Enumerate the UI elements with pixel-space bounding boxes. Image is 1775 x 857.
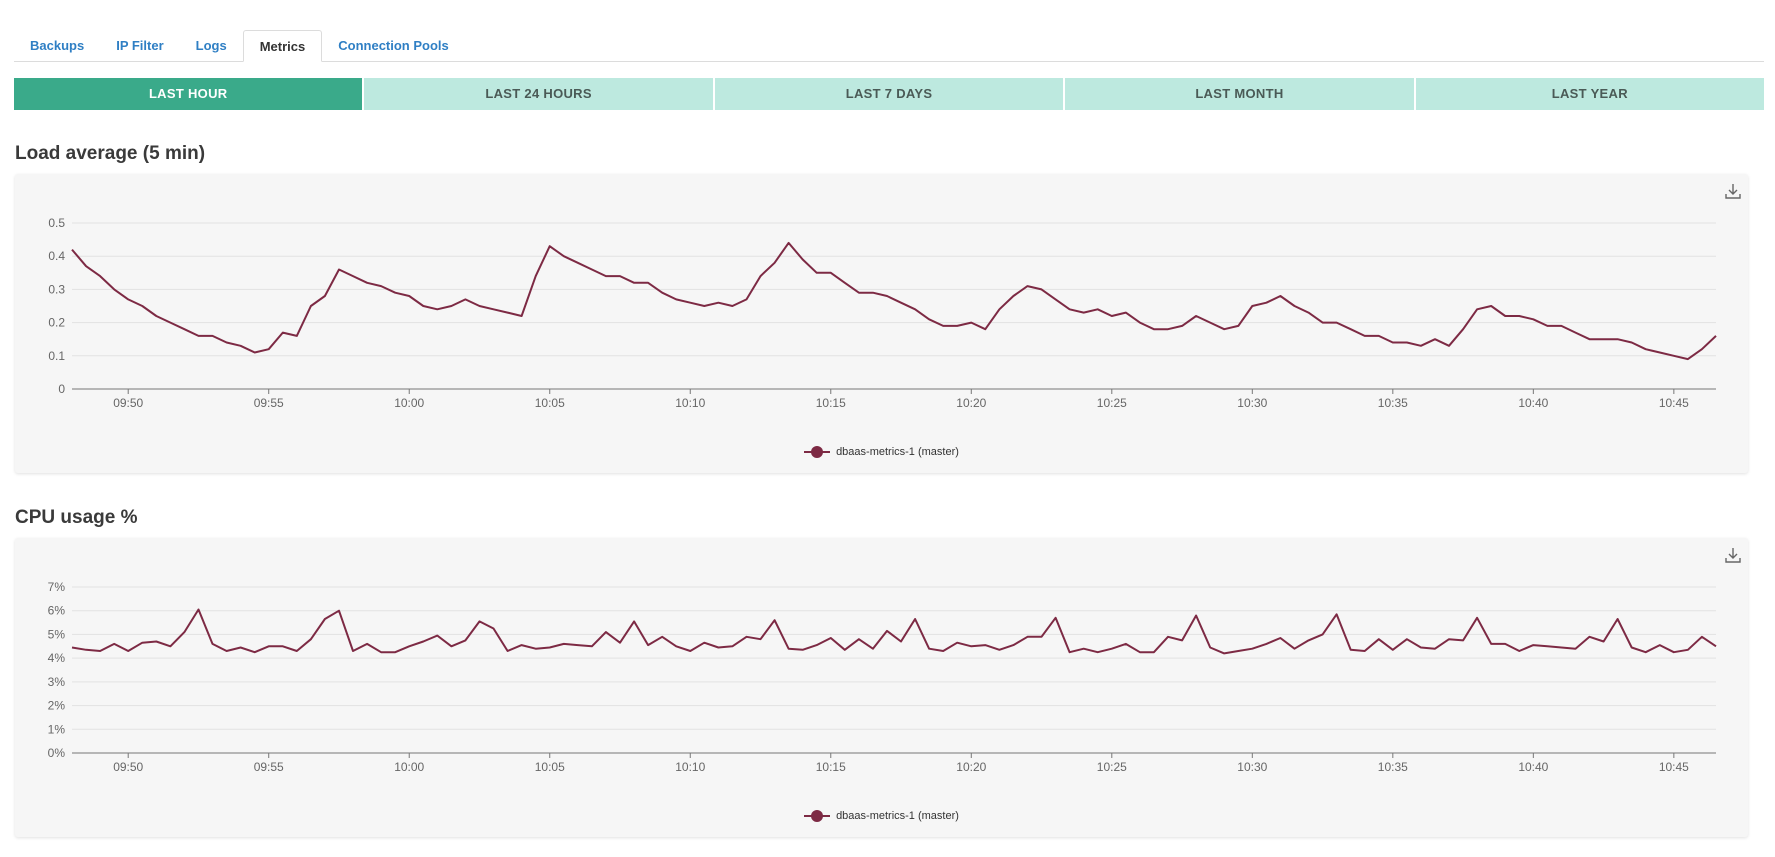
legend-label: dbaas-metrics-1 (master) [836, 810, 959, 822]
y-tick-label: 5% [48, 627, 66, 641]
range-last-7-days-button[interactable]: LAST 7 DAYS [714, 78, 1064, 110]
y-tick-label: 6% [48, 604, 66, 618]
x-tick-label: 10:20 [956, 760, 986, 774]
tab-connection-pools[interactable]: Connection Pools [338, 38, 449, 53]
y-tick-label: 0.5 [48, 216, 65, 230]
tab-bar: Backups IP Filter Logs Metrics Connectio… [14, 30, 1764, 62]
y-tick-label: 7% [48, 580, 66, 594]
tab-backups[interactable]: Backups [30, 38, 85, 53]
series-line [71, 608, 1717, 655]
x-tick-label: 10:45 [1659, 760, 1689, 774]
y-tick-label: 0.2 [48, 316, 65, 330]
cpu-usage-chart-panel: 0% 1% 2% 3% 4% 5% 6% 7% 09:50 09:55 10:00 10:05 10:1… [15, 538, 1748, 837]
x-tick-label: 10:30 [1237, 760, 1267, 774]
x-tick-label: 10:35 [1378, 396, 1408, 410]
range-last-hour-button[interactable]: LAST HOUR [14, 78, 363, 110]
y-tick-label: 3% [48, 675, 66, 689]
download-icon[interactable] [1724, 546, 1742, 564]
x-tick-label: 10:25 [1097, 396, 1127, 410]
x-tick-label: 10:10 [675, 760, 705, 774]
load-average-title: Load average (5 min) [15, 143, 206, 164]
range-last-year-button[interactable]: LAST YEAR [1415, 78, 1765, 110]
x-tick-label: 10:20 [956, 396, 986, 410]
y-tick-label: 0.1 [48, 349, 65, 363]
x-tick-label: 10:25 [1097, 760, 1127, 774]
tab-ip-filter[interactable]: IP Filter [116, 38, 164, 53]
x-tick-label: 09:55 [254, 396, 284, 410]
load-average-legend: dbaas-metrics-1 (master) [15, 446, 1748, 461]
x-tick-label: 10:35 [1378, 760, 1408, 774]
y-tick-label: 0.3 [48, 282, 65, 296]
x-tick-label: 09:55 [254, 760, 284, 774]
x-tick-label: 10:15 [816, 760, 846, 774]
tab-logs[interactable]: Logs [195, 38, 227, 53]
x-tick-label: 10:15 [816, 396, 846, 410]
y-tick-label: 2% [48, 699, 66, 713]
legend-item[interactable]: dbaas-metrics-1 (master) [804, 446, 959, 458]
x-tick-label: 10:45 [1659, 396, 1689, 410]
y-tick-label: 1% [48, 722, 66, 736]
series-marker-icon [804, 810, 831, 822]
legend-item[interactable]: dbaas-metrics-1 (master) [804, 810, 959, 822]
y-tick-label: 0 [58, 382, 65, 396]
load-average-chart: 0 0.1 0.2 0.3 0.4 0.5 09:50 09:55 10:00 10:05 10:1… [48, 216, 1717, 410]
series-marker-icon [804, 446, 831, 458]
x-tick-label: 10:00 [394, 396, 424, 410]
range-last-24-hours-button[interactable]: LAST 24 HOURS [364, 78, 713, 110]
x-tick-label: 10:40 [1518, 396, 1548, 410]
x-tick-label: 10:05 [535, 396, 565, 410]
cpu-usage-legend: dbaas-metrics-1 (master) [15, 810, 1748, 825]
download-icon[interactable] [1724, 182, 1742, 200]
cpu-usage-chart: 0% 1% 2% 3% 4% 5% 6% 7% 09:50 09:55 10:00 10:05 10:1… [48, 580, 1717, 774]
x-tick-label: 10:30 [1237, 396, 1267, 410]
x-tick-label: 10:00 [394, 760, 424, 774]
y-tick-label: 0% [48, 746, 66, 760]
cpu-usage-title: CPU usage % [15, 507, 138, 528]
x-tick-label: 10:40 [1518, 760, 1548, 774]
load-average-chart-panel: 0 0.1 0.2 0.3 0.4 0.5 09:50 09:55 10:00 10:05 10:1… [15, 174, 1748, 473]
range-last-month-button[interactable]: LAST MONTH [1065, 78, 1414, 110]
tab-metrics[interactable]: Metrics [242, 30, 323, 62]
time-range-selector: LAST HOUR LAST 24 HOURS LAST 7 DAYS LAST… [14, 78, 1765, 110]
series-line [71, 241, 1717, 361]
y-tick-label: 4% [48, 651, 66, 665]
x-tick-label: 09:50 [113, 760, 143, 774]
legend-label: dbaas-metrics-1 (master) [836, 446, 959, 458]
x-tick-label: 10:05 [535, 760, 565, 774]
x-tick-label: 09:50 [113, 396, 143, 410]
x-tick-label: 10:10 [675, 396, 705, 410]
y-tick-label: 0.4 [48, 249, 65, 263]
